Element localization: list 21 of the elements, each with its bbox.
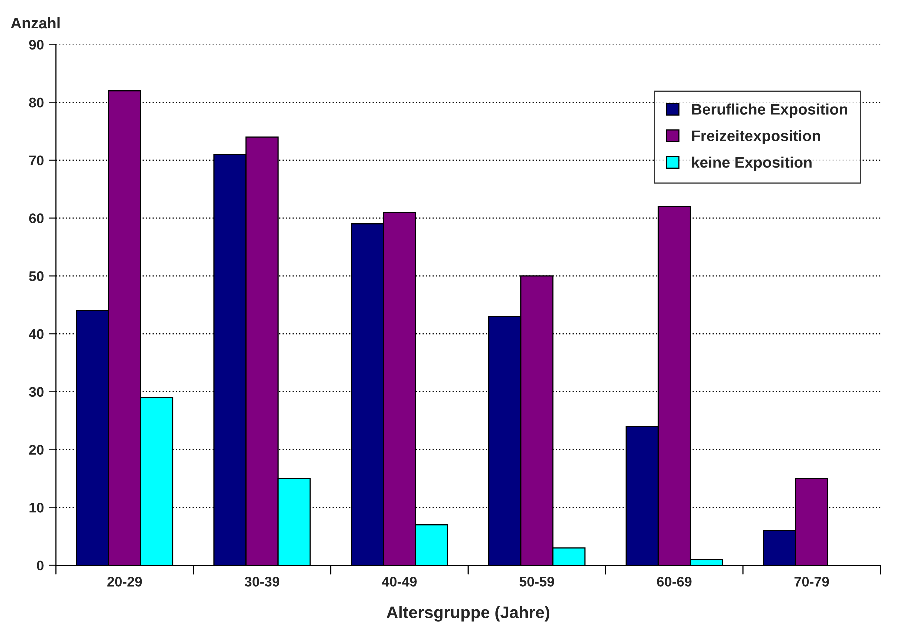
y-tick-label: 20	[29, 445, 44, 455]
x-tick-label: 70-79	[794, 576, 830, 587]
x-tick-label: 30-39	[244, 576, 280, 587]
legend-label: keine Exposition	[692, 156, 812, 172]
y-tick-label: 70	[30, 156, 44, 166]
legend-label: Freizeitexposition	[692, 130, 820, 145]
legend-label: Berufliche Exposition	[692, 104, 848, 118]
y-tick-label: 90	[29, 40, 44, 50]
y-axis-title: Anzahl	[11, 17, 60, 29]
y-tick-label: 30	[29, 387, 44, 398]
x-tick-label: 40-49	[382, 576, 417, 587]
x-tick-label: 20-29	[108, 576, 142, 587]
y-tick-label: 40	[29, 329, 44, 340]
y-tick-label: 50	[29, 272, 44, 282]
y-tick-label: 10	[30, 502, 44, 513]
y-tick-label: 0	[37, 560, 44, 571]
x-tick-label: 50-59	[520, 576, 554, 587]
x-axis-title: Altersgruppe (Jahre)	[386, 606, 550, 622]
x-tick-label: 60-69	[657, 576, 692, 587]
y-tick-label: 60	[29, 214, 44, 224]
y-tick-label: 80	[29, 98, 44, 108]
